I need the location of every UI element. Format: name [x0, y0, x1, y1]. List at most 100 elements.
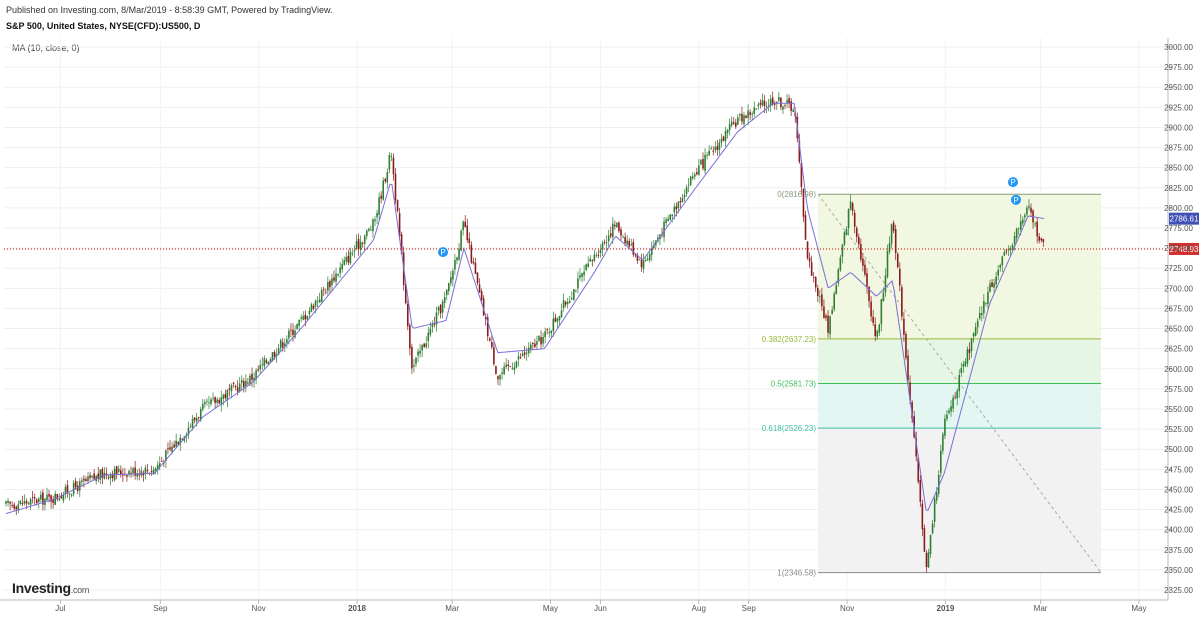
candle-body	[960, 368, 963, 374]
x-tick-label: Jun	[594, 604, 607, 613]
y-tick-label: 2975.00	[1164, 63, 1193, 72]
candle-body	[940, 450, 942, 473]
fib-level-label: 0.618(2526.23)	[762, 424, 817, 433]
candle-body	[566, 302, 569, 305]
candle-body	[339, 267, 341, 274]
candle-body	[361, 243, 364, 244]
candle-body	[267, 361, 270, 365]
candle-body	[306, 315, 309, 320]
candle-body	[394, 173, 397, 201]
candle-body	[1005, 250, 1008, 252]
candle-body	[322, 289, 325, 291]
candle-body	[199, 409, 202, 421]
candle-body	[599, 250, 602, 254]
candle-body	[175, 440, 177, 447]
candle-body	[74, 481, 77, 488]
candle-body	[872, 316, 874, 323]
candle-body	[650, 248, 653, 255]
candle-body	[482, 298, 485, 316]
candle-body	[99, 469, 102, 480]
indicator-label[interactable]: MA (10, close, 0)	[12, 43, 80, 53]
candle-body	[851, 203, 854, 211]
candle-body	[240, 380, 243, 383]
y-tick-label: 2875.00	[1164, 144, 1193, 153]
candle-body	[376, 212, 378, 218]
candle-body	[823, 306, 825, 318]
candle-body	[802, 189, 805, 217]
candle-body	[493, 347, 495, 365]
x-tick-label: Mar	[445, 604, 459, 613]
candle-body	[294, 330, 296, 338]
candle-body	[345, 257, 348, 262]
candle-body	[956, 390, 958, 399]
candle-body	[835, 285, 838, 295]
candle-body	[197, 417, 200, 418]
candle-body	[189, 426, 192, 428]
candle-body	[745, 115, 747, 119]
candle-body	[359, 242, 362, 250]
candle-body	[798, 140, 801, 162]
fib-level-label: 0.5(2581.73)	[771, 379, 817, 388]
candle-body	[388, 154, 391, 170]
candle-body	[614, 224, 616, 227]
candle-body	[987, 291, 989, 304]
candle-body	[571, 298, 573, 300]
candle-body	[753, 107, 756, 114]
candle-body	[437, 307, 440, 311]
candle-body	[874, 324, 876, 336]
x-tick-label: Aug	[692, 604, 706, 613]
candle-body	[476, 272, 479, 284]
y-tick-label: 2775.00	[1164, 224, 1193, 233]
candle-body	[290, 329, 292, 331]
candle-body	[464, 221, 466, 228]
candle-body	[698, 165, 700, 176]
candle-body	[68, 493, 71, 495]
candle-body	[333, 277, 335, 281]
candle-body	[1009, 248, 1012, 251]
candle-body	[577, 278, 579, 289]
y-tick-label: 2900.00	[1164, 123, 1193, 132]
candle-body	[269, 359, 272, 363]
y-tick-label: 2950.00	[1164, 83, 1193, 92]
candle-body	[1022, 219, 1024, 224]
candle-body	[206, 401, 208, 402]
candle-body	[435, 312, 438, 325]
candle-body	[501, 372, 503, 375]
candle-body	[132, 468, 134, 474]
y-tick-label: 2600.00	[1164, 365, 1193, 374]
candle-body	[152, 469, 155, 475]
candle-body	[950, 406, 952, 412]
candle-body	[829, 316, 831, 335]
candle-body	[111, 473, 114, 479]
candle-body	[761, 100, 764, 106]
candle-body	[714, 147, 717, 151]
candle-body	[396, 199, 399, 211]
candle-body	[265, 360, 268, 363]
candle-body	[870, 301, 872, 317]
candle-body	[661, 234, 663, 236]
candle-body	[146, 469, 149, 472]
candle-body	[308, 310, 311, 315]
candle-body	[97, 473, 100, 479]
candle-body	[915, 438, 917, 457]
candle-body	[706, 155, 708, 156]
candle-body	[1026, 207, 1028, 215]
candle-body	[942, 434, 944, 451]
x-tick-label: Jul	[55, 604, 65, 613]
candle-body	[33, 497, 36, 499]
candle-body	[544, 331, 546, 338]
candle-body	[417, 351, 419, 356]
candle-body	[819, 296, 821, 298]
published-note: Published on Investing.com, 8/Mar/2019 -…	[6, 5, 333, 15]
candle-body	[626, 240, 628, 245]
candle-body	[1028, 205, 1030, 208]
y-axis: 3000.00 2975.00 2950.00 2925.00 2900.00 2875.…	[1164, 38, 1194, 600]
candle-body	[363, 235, 366, 244]
candle-body	[648, 253, 651, 261]
candle-body	[337, 274, 339, 276]
candle-body	[831, 309, 833, 315]
candle-body	[989, 283, 991, 292]
candle-body	[331, 278, 333, 286]
